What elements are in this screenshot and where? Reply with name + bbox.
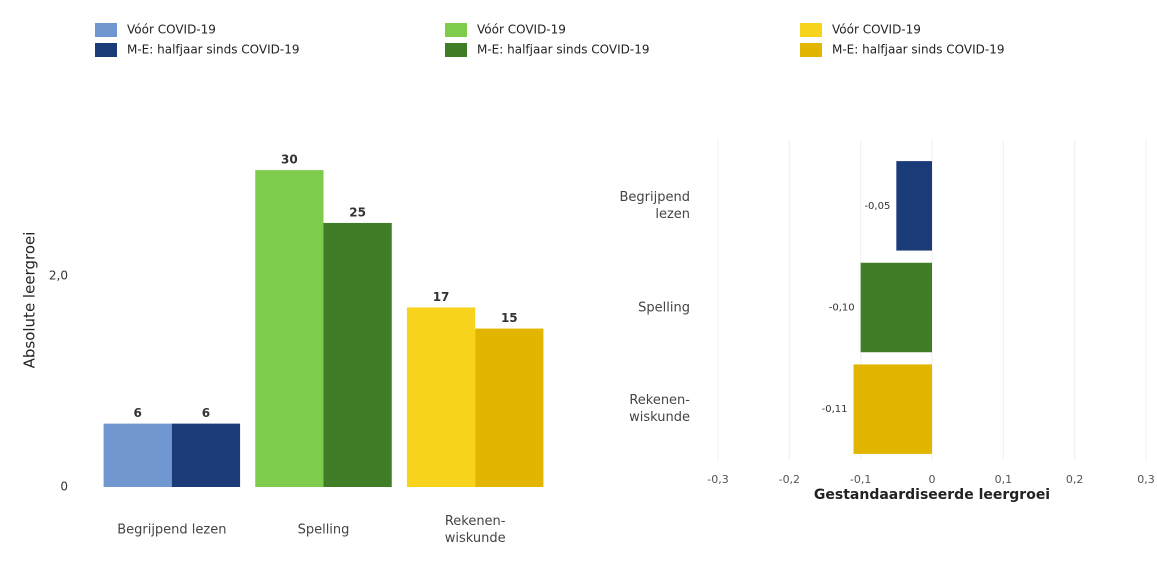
- legend-swatch: [800, 23, 822, 37]
- bar: [896, 161, 932, 251]
- legend-label: M-E: halfjaar sinds COVID-19: [832, 43, 1005, 57]
- x-tick-label: 0,3: [1137, 473, 1155, 486]
- data-label: -0,11: [822, 404, 848, 415]
- y-tick-label: 2,0: [49, 268, 68, 282]
- data-label: 6: [134, 406, 142, 420]
- legend-label: Vóór COVID-19: [127, 23, 216, 37]
- legend-swatch: [95, 23, 117, 37]
- bar: [255, 170, 324, 487]
- data-label: -0,10: [829, 303, 855, 314]
- data-label: 17: [433, 290, 450, 304]
- bar: [103, 423, 172, 487]
- legend-swatch: [445, 43, 467, 57]
- x-tick-label: 0: [929, 473, 936, 486]
- bar: [853, 364, 932, 454]
- bar: [323, 222, 392, 487]
- x-tick-label: 0,1: [995, 473, 1013, 486]
- legend-label: Vóór COVID-19: [477, 23, 566, 37]
- data-label: 25: [349, 205, 366, 219]
- bar: [860, 262, 932, 353]
- bar: [475, 328, 544, 487]
- bar: [406, 307, 476, 487]
- x-tick-label: Spelling: [297, 522, 350, 538]
- data-label: 15: [501, 311, 518, 325]
- x-tick-label: Rekenen-wiskunde: [444, 514, 506, 546]
- legend-swatch: [800, 43, 822, 57]
- legend-swatch: [95, 43, 117, 57]
- data-label: 6: [202, 406, 210, 420]
- legend-label: M-E: halfjaar sinds COVID-19: [127, 43, 300, 57]
- data-label: 30: [281, 153, 298, 167]
- data-label: -0,05: [864, 201, 890, 212]
- bar: [171, 423, 241, 487]
- x-tick-label: -0,3: [707, 473, 728, 486]
- y-axis-label: Absolute leergroei: [21, 232, 39, 369]
- y-tick-label: Spelling: [638, 300, 690, 315]
- legend-swatch: [445, 23, 467, 37]
- x-tick-label: -0,1: [850, 473, 871, 486]
- x-tick-label: Begrijpend lezen: [117, 522, 227, 538]
- y-tick-label: 0: [60, 480, 68, 494]
- x-tick-label: -0,2: [779, 473, 800, 486]
- legend-label: M-E: halfjaar sinds COVID-19: [477, 43, 650, 57]
- y-tick-label: Rekenen-wiskunde: [629, 393, 690, 426]
- x-axis-label: Gestandaardiseerde leergroei: [814, 487, 1050, 503]
- legend-label: Vóór COVID-19: [832, 23, 921, 37]
- x-tick-label: 0,2: [1066, 473, 1084, 486]
- y-tick-label: Begrijpend lezen: [619, 189, 690, 222]
